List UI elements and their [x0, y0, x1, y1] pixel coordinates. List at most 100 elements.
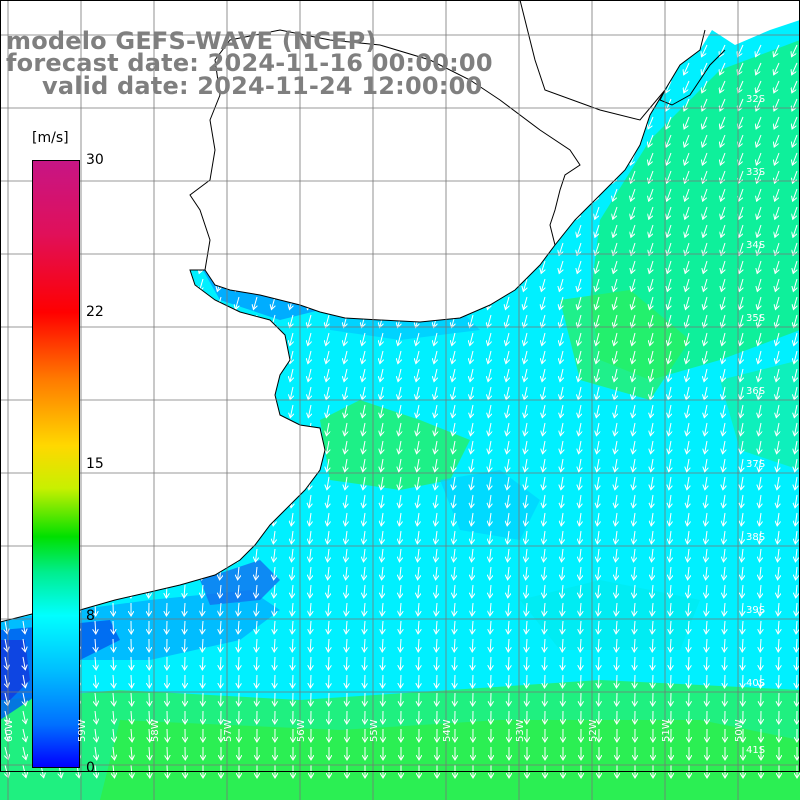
wind-arrow — [793, 188, 798, 201]
wind-arrow — [364, 584, 365, 598]
wind-arrow — [417, 476, 419, 490]
wind-arrow — [541, 296, 545, 310]
wind-arrow — [702, 44, 708, 57]
wind-arrow — [453, 476, 455, 490]
wind-arrow — [721, 260, 725, 273]
wind-arrow — [796, 674, 797, 688]
wind-arrow — [506, 314, 509, 328]
wind-arrow — [740, 332, 743, 346]
wind-arrow — [416, 404, 419, 418]
wind-arrow — [706, 584, 707, 598]
wind-arrow — [649, 188, 654, 201]
wind-arrow — [793, 224, 798, 237]
wind-arrow — [741, 458, 743, 472]
wind-arrow — [363, 548, 365, 562]
wind-arrow — [687, 476, 689, 490]
wind-arrow — [596, 404, 599, 418]
wind-arrow — [470, 404, 473, 418]
wind-arrow — [580, 674, 581, 688]
wind-arrow — [634, 674, 635, 688]
wind-arrow — [506, 404, 509, 418]
wind-arrow — [724, 656, 725, 670]
wind-arrow — [416, 332, 419, 346]
wind-arrow — [684, 116, 690, 129]
wind-arrow — [757, 260, 761, 273]
wind-arrow — [435, 494, 437, 508]
wind-arrow — [652, 620, 653, 634]
wind-arrow — [490, 566, 491, 580]
wind-arrow — [793, 242, 798, 255]
wind-arrow — [292, 620, 293, 634]
wind-arrow — [526, 566, 527, 580]
wind-arrow — [687, 512, 689, 526]
wind-arrow — [435, 440, 437, 454]
wind-arrow — [667, 188, 672, 201]
wind-arrow — [613, 206, 618, 219]
wind-arrow — [290, 368, 293, 382]
wind-arrow — [417, 458, 419, 472]
wind-arrow — [345, 458, 347, 472]
wind-arrow — [489, 548, 491, 562]
wind-arrow — [184, 602, 185, 616]
wind-arrow — [543, 512, 545, 526]
wind-arrow — [398, 386, 401, 400]
wind-arrow — [488, 350, 491, 364]
wind-arrow — [524, 386, 527, 400]
wind-arrow — [685, 224, 690, 237]
wind-arrow — [452, 422, 455, 436]
wind-arrow — [758, 332, 761, 346]
wind-arrow — [524, 314, 527, 328]
wind-arrow — [526, 620, 527, 634]
wind-arrow — [508, 674, 509, 688]
wind-arrow — [166, 602, 167, 616]
wind-arrow — [685, 296, 689, 310]
wind-arrow — [703, 242, 708, 255]
lat-label-41s: 41S — [746, 745, 766, 756]
wind-arrow — [705, 440, 707, 454]
wind-arrow — [560, 368, 563, 382]
wind-arrow — [346, 566, 347, 580]
wind-arrow — [721, 296, 725, 310]
wind-arrow — [220, 584, 221, 598]
wind-arrow — [113, 638, 114, 652]
wind-arrow — [722, 368, 725, 382]
wind-arrow — [256, 656, 257, 670]
wind-arrow — [202, 674, 203, 688]
wind-arrow — [792, 98, 798, 111]
wind-arrow — [507, 494, 509, 508]
wind-arrow — [398, 368, 401, 382]
wind-arrow — [184, 584, 185, 598]
wind-arrow — [704, 332, 707, 346]
wind-arrow — [741, 440, 743, 454]
wind-arrow — [722, 314, 725, 328]
lat-label-37s: 37S — [746, 459, 766, 470]
wind-arrow — [381, 548, 383, 562]
wind-arrow — [508, 584, 509, 598]
lon-label-55w: 55W — [369, 719, 380, 742]
wind-arrow — [615, 476, 617, 490]
wind-arrow — [597, 530, 599, 544]
wind-arrow — [488, 386, 491, 400]
wind-arrow — [202, 602, 203, 616]
wind-arrow — [668, 332, 671, 346]
wind-arrow — [702, 152, 708, 165]
wind-arrow — [704, 368, 707, 382]
wind-arrow — [274, 620, 275, 634]
wind-arrow — [544, 584, 545, 598]
wind-arrow — [774, 80, 780, 93]
wind-arrow — [580, 584, 581, 598]
wind-arrow — [577, 296, 581, 310]
wind-arrow — [345, 548, 347, 562]
wind-arrow — [399, 530, 401, 544]
wind-arrow — [777, 548, 779, 562]
wind-arrow — [400, 656, 401, 670]
wind-arrow — [650, 350, 653, 364]
wind-arrow — [399, 494, 401, 508]
wind-arrow — [739, 260, 743, 273]
wind-arrow — [453, 440, 455, 454]
wind-arrow — [634, 566, 635, 580]
wind-arrow — [666, 80, 672, 93]
wind-arrow — [720, 116, 726, 129]
wind-arrow — [758, 422, 761, 436]
wind-arrow — [562, 566, 563, 580]
